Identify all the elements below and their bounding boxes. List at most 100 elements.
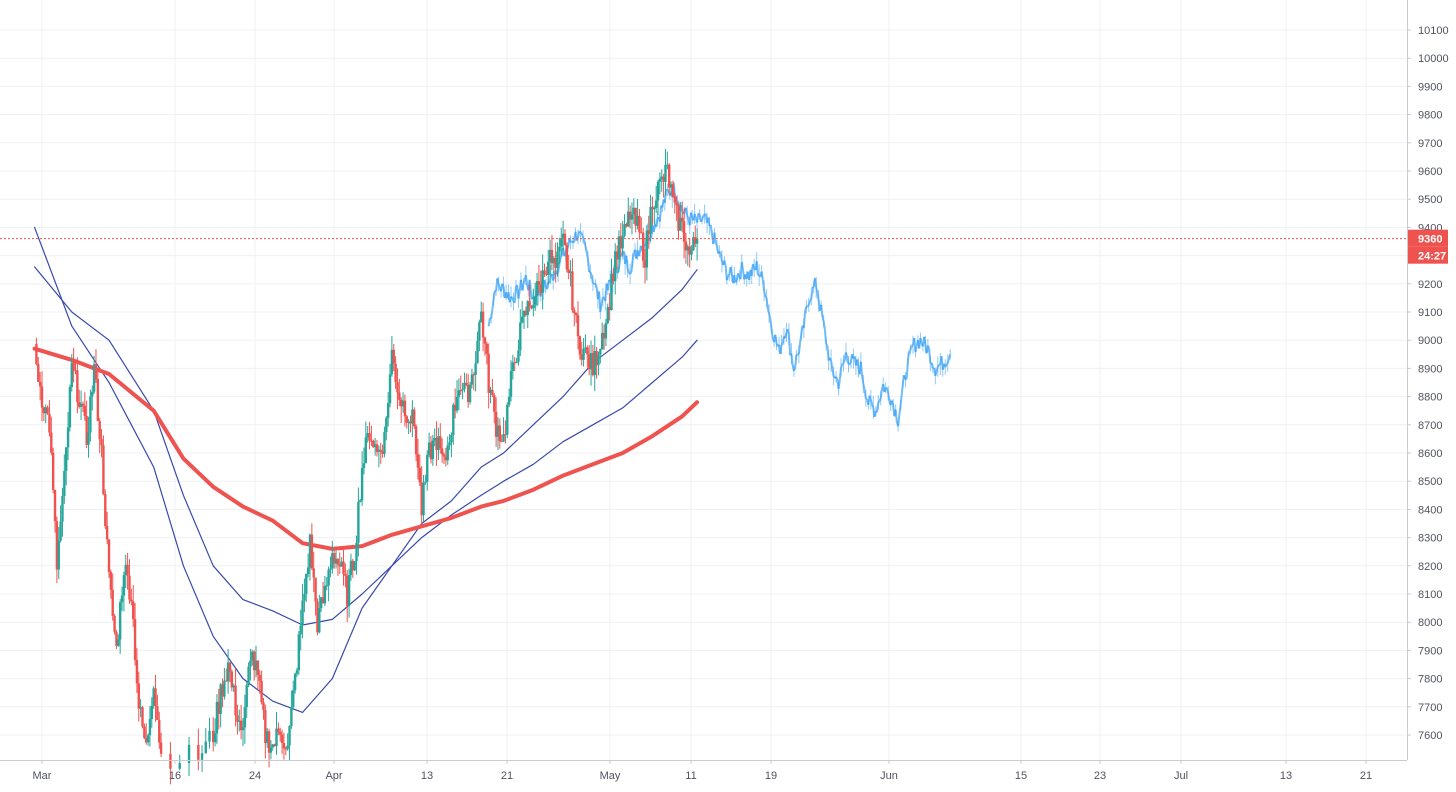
candle-down (439, 436, 441, 448)
projection-segment (901, 394, 902, 406)
projection-segment (906, 378, 907, 380)
projection-segment (494, 291, 495, 299)
candle-down (642, 233, 644, 261)
y-tick-label: 8100 (1418, 589, 1442, 601)
candle-up (307, 567, 309, 573)
candle-up (361, 468, 363, 500)
candle-up (385, 418, 387, 432)
candles (35, 149, 698, 784)
projection-segment (911, 346, 912, 349)
candle-up (67, 427, 69, 447)
x-tick-label: 24 (249, 770, 261, 782)
candle-up (208, 731, 210, 742)
candle-up (424, 482, 426, 483)
projection-segment (518, 291, 519, 299)
candle-up (657, 182, 659, 201)
candle-up (558, 247, 560, 252)
projection-segment (633, 253, 634, 261)
candle-up (456, 397, 458, 411)
candle-up (659, 179, 661, 182)
candle-down (229, 662, 231, 671)
candle-down (419, 468, 421, 483)
projection-segment (772, 329, 773, 338)
projection-segment (585, 246, 586, 253)
candle-up (506, 405, 508, 435)
candle-up (365, 437, 367, 463)
candle-up (690, 250, 692, 255)
candle-down (143, 727, 145, 739)
x-tick-label: Mar (33, 770, 52, 782)
y-tick-label: 8300 (1418, 533, 1442, 545)
candle-down (231, 671, 233, 687)
projection-segment (846, 352, 847, 357)
candle-up (450, 435, 452, 442)
candle-down (368, 433, 370, 441)
candle-up (292, 690, 294, 707)
candle-down (311, 535, 313, 569)
x-tick-label: 11 (685, 770, 696, 782)
candle-down (98, 421, 100, 439)
projection-segment (697, 213, 698, 222)
candle-up (59, 522, 61, 541)
projection-segment (945, 365, 946, 367)
projection-segment (816, 288, 817, 294)
projection-segment (799, 343, 800, 354)
y-tick-label: 8000 (1418, 617, 1442, 629)
candle-down (169, 754, 171, 769)
candle-down (482, 312, 484, 338)
candle-up (512, 362, 514, 371)
candle-down (486, 344, 488, 354)
candle-up (355, 543, 357, 561)
candle-down (130, 600, 132, 602)
candle-up (653, 208, 655, 209)
candle-up (87, 432, 89, 444)
y-tick-label: 8200 (1418, 561, 1442, 573)
candle-up (286, 746, 288, 750)
candle-down (132, 602, 134, 620)
candle-up (519, 322, 521, 350)
candle-up (61, 496, 63, 522)
projection-segment (727, 276, 728, 280)
candle-up (288, 726, 290, 745)
candle-down (413, 410, 415, 427)
candle-down (394, 364, 396, 382)
candle-up (547, 262, 549, 275)
y-tick-label: 7700 (1418, 702, 1442, 714)
candle-up (151, 706, 153, 719)
candle-up (327, 570, 329, 586)
candle-up (205, 742, 207, 754)
candle-down (156, 706, 158, 720)
price-scale[interactable]: 7600770078007900800081008200830084008500… (1407, 0, 1456, 787)
candle-down (314, 578, 316, 602)
candle-down (342, 562, 344, 574)
candle-up (201, 753, 203, 759)
projection-segment (841, 364, 842, 367)
candle-up (324, 586, 326, 604)
candle-down (108, 539, 110, 572)
candle-down (577, 315, 579, 336)
candle-down (160, 743, 162, 754)
candle-down (571, 271, 573, 310)
candle-down (491, 390, 493, 395)
candle-down (543, 270, 545, 273)
projection-segment (695, 214, 696, 218)
candle-down (460, 390, 462, 391)
candle-up (502, 434, 504, 441)
candle-down (417, 454, 419, 468)
projection-segment (861, 362, 862, 377)
projection-segment (757, 261, 758, 275)
candle-up (389, 374, 391, 403)
x-tick-label: Apr (325, 770, 342, 782)
candle-down (681, 218, 683, 222)
y-tick-label: 7900 (1418, 645, 1442, 657)
candle-up (521, 317, 523, 323)
projection-segment (886, 388, 887, 389)
candle-down (380, 450, 382, 452)
projection-segment (824, 321, 825, 329)
projection-segment (938, 365, 939, 367)
y-tick-label: 8600 (1418, 448, 1442, 460)
grid (0, 0, 1407, 760)
